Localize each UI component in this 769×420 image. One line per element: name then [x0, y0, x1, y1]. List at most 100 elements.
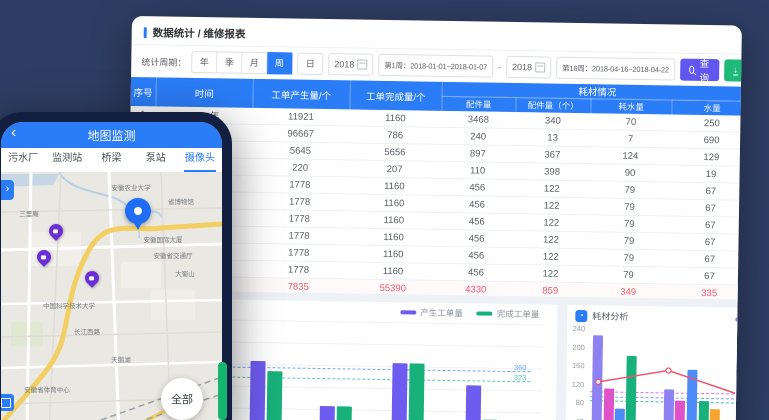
phone-tab-桥梁[interactable]: 桥梁 [101, 153, 122, 164]
cell: 7 [590, 129, 672, 148]
admin-dashboard-window: 数据统计 / 维修报表 统计周期： 年季月周日 2018 第1周：2018-01… [123, 16, 742, 420]
breadcrumb: 数据统计 / 维修报表 [152, 26, 246, 41]
cell: 96667 [252, 124, 350, 143]
cell: 207 [348, 159, 441, 179]
cell: 67 [669, 198, 742, 218]
phone-screen: ‹ 地图监测 污水厂 监测站 桥梁 泵站 摄像头 [1, 122, 222, 420]
period-option-周[interactable]: 周 [267, 52, 293, 75]
cell: 456 [439, 212, 514, 231]
period-option-月[interactable]: 月 [242, 51, 268, 75]
cell: 122 [512, 264, 589, 283]
end-week-select[interactable]: 第16周：2018-04-16~2018-04-22 [555, 56, 676, 81]
cell: 79 [588, 231, 670, 250]
cell: 67 [670, 181, 742, 201]
col-subheader: 水量 [671, 99, 742, 116]
col-subheader: 耗水量 [590, 98, 672, 115]
start-week-value: 第1周：2018-01-01~2018-01-07 [384, 60, 488, 72]
bar-完成工单量 [335, 405, 352, 420]
period-option-日[interactable]: 日 [297, 52, 324, 76]
search-button[interactable]: 查询 [679, 58, 720, 84]
cell: 122 [514, 179, 590, 198]
col-header-completed: 工单完成量/个 [349, 80, 443, 111]
calendar-icon [357, 59, 368, 70]
back-icon[interactable]: ‹ [11, 124, 17, 141]
cell: 11921 [252, 107, 350, 126]
cell: 67 [669, 232, 742, 252]
cell: 5656 [348, 142, 442, 162]
expand-panel-button[interactable]: › [1, 180, 14, 200]
phone-mockup: ‹ 地图监测 污水厂 监测站 桥梁 泵站 摄像头 [0, 112, 232, 420]
col-header-time: 时间 [155, 77, 254, 108]
cell: 67 [669, 249, 742, 269]
map-label: 省博物馆 [168, 199, 194, 206]
cell: 110 [440, 161, 515, 180]
map-label: 安徽国际大厦 [143, 237, 183, 244]
map-view[interactable]: 安徽农业大学 三里庵 省博物馆 安徽国际大厦 安徽省交通厅 大蜀山 中国科学技术大学 长江西路… [1, 172, 222, 420]
cell: 1160 [348, 176, 441, 196]
map-label: 安徽省交通厅 [153, 253, 193, 260]
cell: 3468 [441, 110, 516, 129]
period-option-季[interactable]: 季 [217, 51, 243, 74]
bar-产生工单量 [318, 405, 335, 420]
phone-tab-摄像头[interactable]: 摄像头 [178, 148, 222, 172]
reference-label: 360 [513, 362, 527, 373]
all-button[interactable]: 全部 [161, 378, 203, 420]
cell: 70 [590, 113, 672, 131]
cell: 79 [589, 180, 671, 199]
col-subheader: 配件量 [441, 96, 516, 113]
materials-bar-chart: 2402001601208040 [564, 305, 742, 420]
cell: 122 [513, 213, 589, 232]
col-header-index: 序号 [130, 76, 157, 107]
phone-tab-泵站[interactable]: 泵站 [145, 153, 166, 164]
cell: 122 [513, 247, 589, 266]
map-label: 中国科学技术大学 [43, 303, 95, 310]
cell: 340 [515, 112, 591, 130]
cell: 1160 [346, 261, 440, 281]
materials-chart-panel: ◔ 耗材分析 2402001601208040 [563, 304, 742, 420]
cell: 240 [441, 127, 516, 146]
cell: 1160 [349, 109, 442, 128]
selected-camera-pin[interactable] [125, 198, 151, 230]
phone-tab-bar: 污水厂 监测站 桥梁 泵站 摄像头 [1, 148, 222, 172]
breadcrumb-accent-bar [143, 26, 147, 38]
cell: 1160 [347, 227, 440, 247]
range-separator: - [497, 61, 502, 72]
end-year-select[interactable]: 2018 [505, 55, 552, 79]
cell: 897 [440, 144, 516, 163]
bar-产生工单量 [248, 361, 266, 420]
cell: 456 [439, 229, 514, 248]
cell: 1778 [250, 209, 348, 228]
calendar-icon [535, 62, 546, 73]
cell: 786 [349, 125, 442, 145]
col-subheader: 配件量（个） [515, 97, 591, 114]
cell: 79 [587, 265, 670, 284]
col-header-created: 工单产生量/个 [252, 78, 351, 110]
cell: 1160 [347, 210, 440, 230]
start-week-select[interactable]: 第1周：2018-01-01~2018-01-07 [378, 53, 494, 78]
cell: 5645 [251, 141, 350, 160]
phone-header: ‹ 地图监测 [1, 122, 222, 148]
bar-产生工单量 [390, 363, 408, 420]
end-year-value: 2018 [511, 61, 533, 73]
cell: 1778 [250, 192, 349, 211]
phone-tab-污水厂[interactable]: 污水厂 [8, 153, 39, 164]
map-layers-icon[interactable] [1, 394, 14, 411]
cell: 220 [251, 158, 349, 177]
phone-tab-监测站[interactable]: 监测站 [52, 153, 83, 164]
map-label: 大蜀山 [175, 271, 195, 278]
export-excel-button[interactable]: ↓ 导出Excel [724, 59, 742, 83]
cell: 13 [515, 128, 591, 147]
start-year-value: 2018 [334, 59, 355, 70]
bar-完成工单量 [407, 363, 425, 420]
cell: 456 [439, 246, 514, 265]
start-year-select[interactable]: 2018 [328, 53, 374, 76]
map-label: 三里庵 [19, 211, 39, 218]
period-option-年[interactable]: 年 [191, 50, 218, 74]
download-icon: ↓ [733, 64, 738, 76]
map-label: 天鹅湖 [111, 357, 131, 364]
cell: 456 [440, 178, 515, 197]
bar-完成工单量 [265, 371, 283, 420]
cell: 79 [588, 214, 670, 233]
